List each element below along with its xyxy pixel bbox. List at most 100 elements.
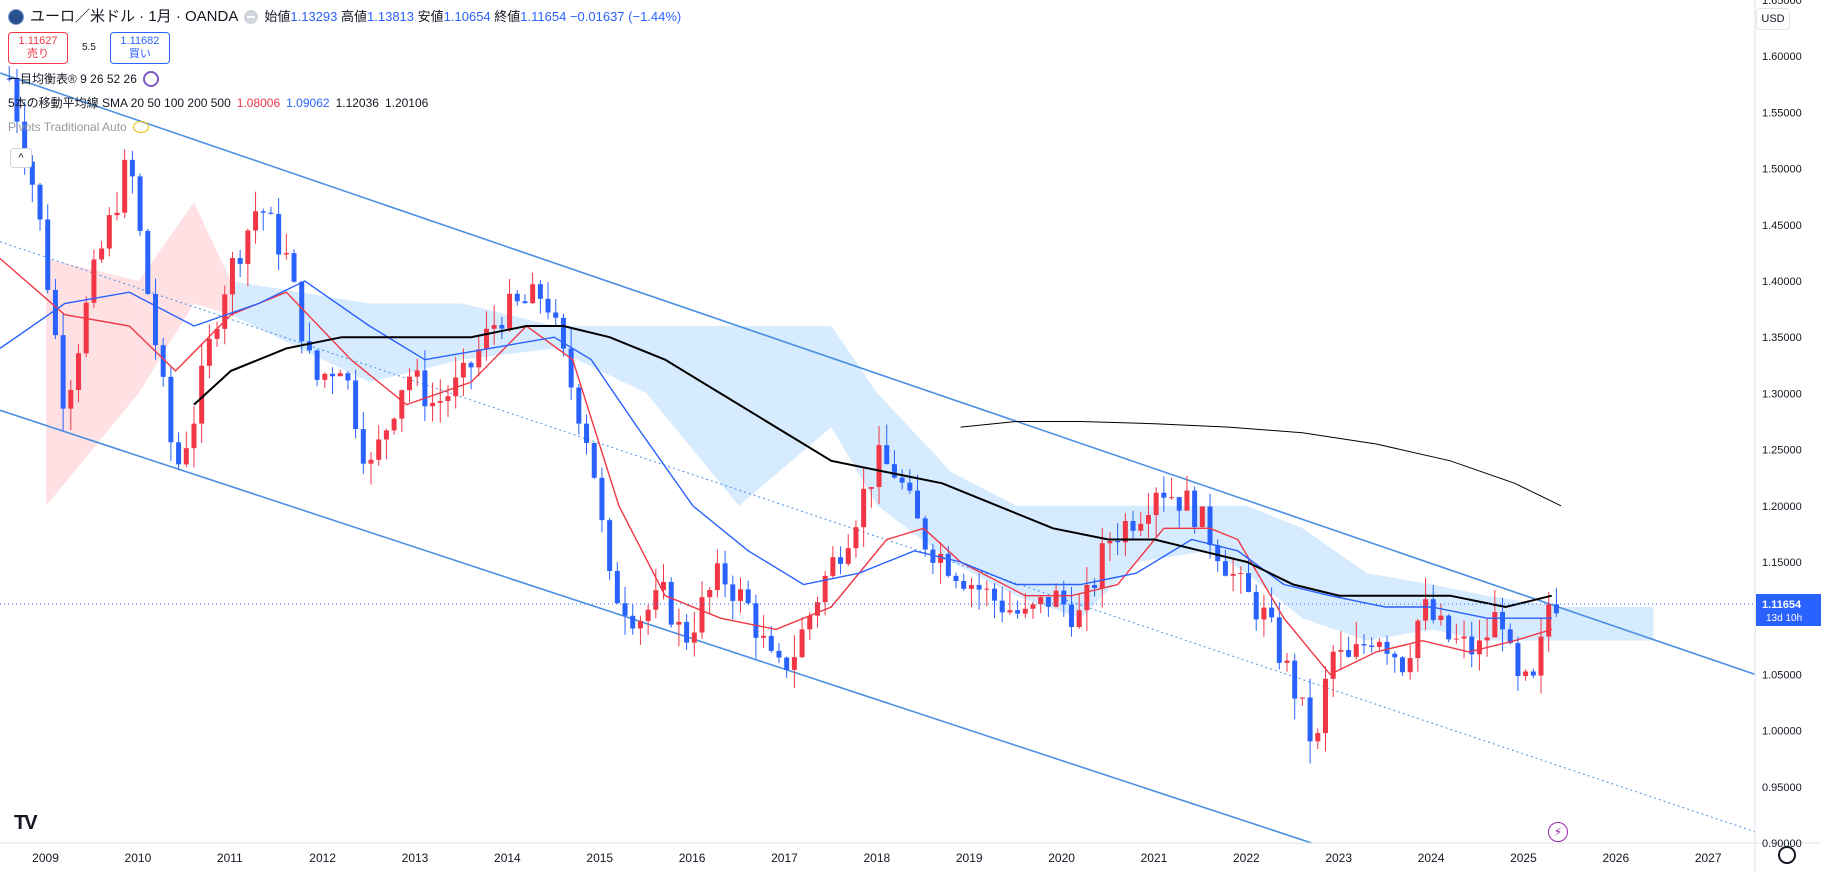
candle-body — [1238, 573, 1244, 575]
candle-body — [206, 338, 212, 366]
sell-price: 1.11627 — [18, 35, 58, 47]
candle-body — [607, 520, 613, 571]
candle-body — [14, 79, 20, 122]
candle-body — [1361, 644, 1367, 646]
candle-body — [591, 443, 597, 478]
candle-body — [399, 390, 405, 419]
candle-body — [1215, 544, 1221, 562]
candle-body — [691, 632, 697, 643]
candle-body — [376, 439, 382, 460]
time-axis[interactable]: 2009 2010 2011 2012 2013 2014 2015 2016 2017 2018… — [32, 851, 1722, 865]
candle-body — [1145, 515, 1151, 524]
candle-body — [776, 650, 782, 658]
sma20-value: 1.08006 — [236, 96, 281, 110]
sell-button[interactable]: 1.11627 売り — [8, 32, 68, 64]
candle-body — [522, 301, 528, 304]
candle-body — [260, 211, 266, 213]
candle-body — [537, 284, 543, 299]
candle-body — [1038, 597, 1044, 605]
candle-body — [1484, 637, 1490, 641]
cloud-segment — [1016, 505, 1081, 619]
candle-body — [1315, 733, 1321, 742]
candle-body — [1469, 636, 1475, 655]
ichimoku-name: 一目均衡表® 9 26 52 26 — [8, 72, 137, 86]
settings-gear-icon[interactable] — [1778, 846, 1796, 864]
price-axis[interactable]: 0.900000.950001.000001.050001.100001.150… — [1762, 0, 1802, 850]
candle-body — [37, 184, 43, 220]
candle-body — [1307, 697, 1313, 742]
candle-body — [992, 588, 997, 601]
sma50-value: 1.09062 — [286, 96, 330, 110]
candle-body — [1184, 490, 1190, 511]
candle-body — [437, 401, 443, 403]
candle-body — [938, 553, 944, 563]
candle-body — [622, 603, 628, 616]
candle-body — [999, 600, 1005, 613]
candle-body — [83, 302, 89, 354]
candle-body — [576, 387, 582, 424]
candle-body — [99, 248, 105, 260]
candle-body — [799, 629, 805, 658]
candle-body — [1169, 497, 1175, 499]
currency-selector[interactable]: USD — [1756, 8, 1790, 30]
year-tick-7: 2016 — [679, 851, 706, 865]
market-status-icon[interactable] — [244, 10, 259, 24]
candle-body — [422, 370, 428, 407]
sma-line-2 — [193, 325, 1553, 609]
candle-body — [106, 215, 112, 249]
candle-body — [822, 575, 828, 603]
candle-body — [1399, 657, 1405, 673]
sma-legend[interactable]: 5本の移動平均線 SMA 20 50 100 200 500 1.08006 1… — [8, 94, 681, 112]
candle-body — [91, 259, 97, 303]
year-tick-10: 2019 — [956, 851, 983, 865]
candle-body — [1415, 620, 1421, 659]
year-tick-18: 2027 — [1695, 851, 1722, 865]
candle-body — [930, 549, 936, 563]
candle-body — [707, 590, 713, 598]
tradingview-logo-icon[interactable]: TV — [14, 812, 38, 834]
candle-body — [1115, 541, 1121, 543]
loading-icon — [142, 71, 159, 87]
flash-icon[interactable]: ⚡ — [1548, 822, 1568, 842]
candle-body — [1153, 492, 1159, 516]
candle-body — [961, 581, 967, 589]
candle-body — [191, 423, 197, 449]
buy-button[interactable]: 1.11682 買い — [109, 32, 170, 64]
candle-body — [899, 477, 905, 483]
candle-body — [553, 312, 559, 318]
candle-body — [360, 429, 366, 464]
price-tick-6: 1.20000 — [1762, 501, 1802, 513]
candle-body — [76, 353, 82, 390]
candle-body — [1130, 521, 1136, 531]
candle-body — [1084, 585, 1090, 611]
candle-body — [1330, 651, 1336, 679]
candle-body — [1107, 541, 1113, 544]
candle-body — [1515, 643, 1521, 677]
year-tick-6: 2015 — [586, 851, 613, 865]
candle-body — [1384, 641, 1390, 654]
candle-body — [968, 584, 974, 589]
candle-body — [52, 289, 58, 336]
symbol-title[interactable]: ユーロ／米ドル · 1月 · OANDA — [30, 8, 239, 25]
high-value: 1.13813 — [367, 9, 415, 24]
ichimoku-legend[interactable]: 一目均衡表® 9 26 52 26 — [8, 70, 681, 88]
open-label: 始値 — [264, 9, 291, 24]
candle-body — [1030, 604, 1036, 609]
pivots-legend[interactable]: Pivots Traditional Auto — [8, 118, 681, 136]
candle-body — [499, 325, 505, 329]
candle-body — [237, 258, 243, 264]
sma-line-3 — [960, 421, 1562, 507]
year-tick-11: 2020 — [1048, 851, 1075, 865]
candle-body — [1222, 561, 1228, 576]
candle-body — [745, 589, 751, 604]
candle-body — [1446, 615, 1452, 640]
candle-body — [176, 442, 182, 465]
candle-body — [661, 581, 667, 591]
hidden-eye-icon[interactable] — [132, 121, 149, 133]
collapse-legend-button[interactable]: ^ — [10, 148, 32, 168]
candle-body — [483, 328, 489, 350]
candle-body — [1346, 650, 1352, 657]
candle-body — [1507, 629, 1513, 644]
candle-body — [653, 590, 659, 610]
